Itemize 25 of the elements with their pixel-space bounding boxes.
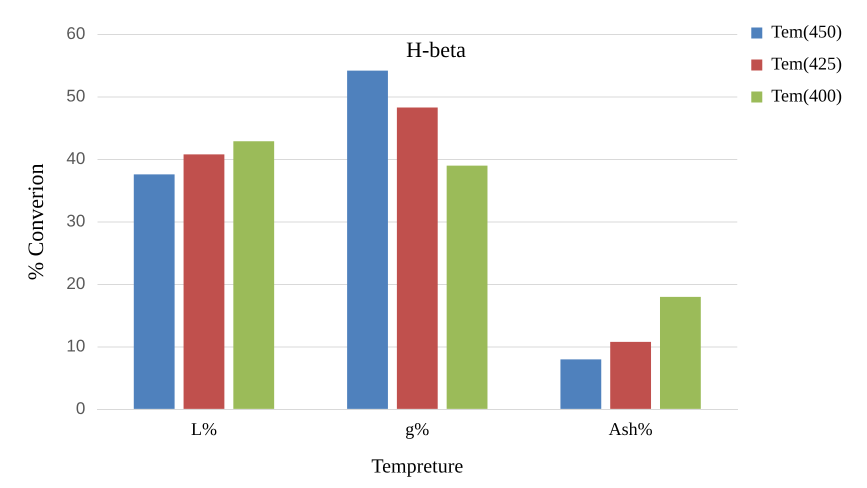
- bar: [134, 174, 175, 409]
- x-tick-label: L%: [190, 418, 217, 439]
- legend-label: Tem(425): [771, 54, 842, 74]
- x-tick-label: g%: [405, 418, 430, 439]
- legend-label: Tem(450): [771, 22, 842, 42]
- y-tick-label: 60: [66, 24, 86, 44]
- y-tick-label: 40: [66, 149, 86, 168]
- y-axis-title: % Converion: [22, 164, 48, 280]
- bar: [610, 342, 652, 409]
- y-tick-label: 0: [76, 399, 86, 418]
- legend-label: Tem(400): [771, 86, 842, 106]
- bar: [396, 108, 438, 409]
- y-tick-label: 50: [66, 86, 86, 106]
- bar: [446, 166, 488, 409]
- x-axis-title: Tempreture: [371, 455, 464, 478]
- y-tick-label: 20: [66, 274, 86, 294]
- y-tick-label: 10: [66, 336, 86, 356]
- bar: [233, 141, 274, 409]
- bar: [347, 70, 388, 409]
- x-tick-label: Ash%: [608, 418, 653, 439]
- bar: [184, 154, 224, 409]
- y-tick-label: 30: [66, 212, 86, 231]
- chart-title: H-beta: [406, 36, 466, 62]
- bar: [560, 359, 602, 409]
- bar: [660, 296, 701, 409]
